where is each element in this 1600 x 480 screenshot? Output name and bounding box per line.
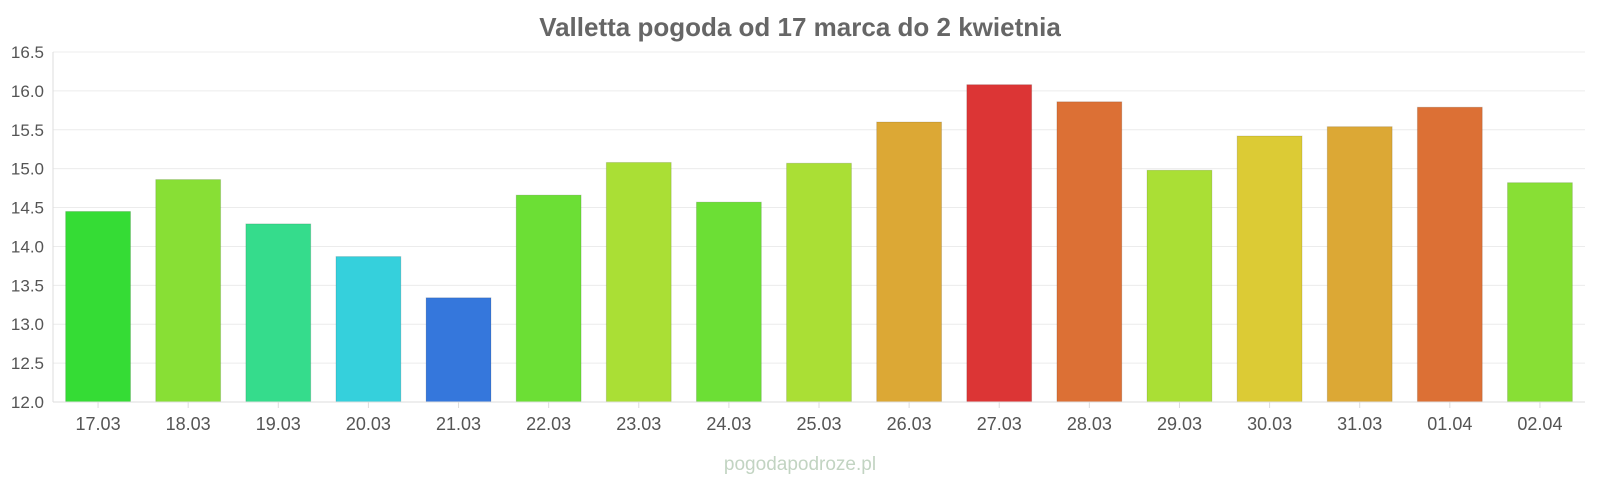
bar [1326, 126, 1393, 403]
bar [1416, 106, 1483, 403]
y-tick-label: 15.0 [11, 160, 44, 179]
x-tick-label: 23.03 [616, 414, 661, 434]
x-tick-label: 29.03 [1157, 414, 1202, 434]
y-tick-label: 16.0 [11, 82, 44, 101]
x-tick-label: 01.04 [1427, 414, 1472, 434]
x-tick-label: 02.04 [1517, 414, 1562, 434]
x-tick-label: 25.03 [796, 414, 841, 434]
bar [605, 161, 672, 403]
x-tick-label: 30.03 [1247, 414, 1292, 434]
y-tick-label: 15.5 [11, 121, 44, 140]
bars [65, 84, 1573, 403]
source-watermark: pogodapodroze.pl [724, 454, 876, 475]
bar [335, 256, 402, 403]
bar [695, 201, 762, 403]
x-tick-label: 19.03 [256, 414, 301, 434]
y-tick-label: 12.5 [11, 354, 44, 373]
y-tick-label: 12.0 [11, 393, 44, 412]
y-tick-label: 14.0 [11, 237, 44, 256]
bar [1146, 169, 1213, 403]
bar [1236, 135, 1303, 403]
y-tick-label: 16.5 [11, 43, 44, 62]
bar [876, 121, 943, 403]
x-tick-label: 24.03 [706, 414, 751, 434]
x-tick-label: 31.03 [1337, 414, 1382, 434]
y-tick-label: 13.5 [11, 276, 44, 295]
x-tick-label: 27.03 [977, 414, 1022, 434]
bar [1056, 101, 1123, 403]
x-tick-label: 26.03 [887, 414, 932, 434]
bar [1506, 182, 1573, 403]
bar [515, 194, 582, 403]
bar [966, 84, 1033, 403]
x-tick-label: 20.03 [346, 414, 391, 434]
x-tick-label: 17.03 [76, 414, 121, 434]
bar [425, 297, 492, 403]
y-tick-label: 14.5 [11, 199, 44, 218]
x-tick-label: 21.03 [436, 414, 481, 434]
x-axis: 17.03 18.03 19.03 20.03 21.03 22.03 23.03 24.03… [53, 401, 1585, 434]
bar [155, 179, 222, 403]
x-tick-label: 22.03 [526, 414, 571, 434]
y-axis: 12.0 12.5 13.0 13.5 14.0 14.5 15.0 15.5 16.0 16.5 [11, 43, 54, 412]
chart-title: Valletta pogoda od 17 marca do 2 kwietni… [539, 12, 1061, 42]
bar [65, 210, 132, 403]
x-tick-label: 28.03 [1067, 414, 1112, 434]
y-tick-label: 13.0 [11, 315, 44, 334]
bar [245, 223, 312, 403]
bar [786, 162, 852, 403]
x-tick-label: 18.03 [166, 414, 211, 434]
